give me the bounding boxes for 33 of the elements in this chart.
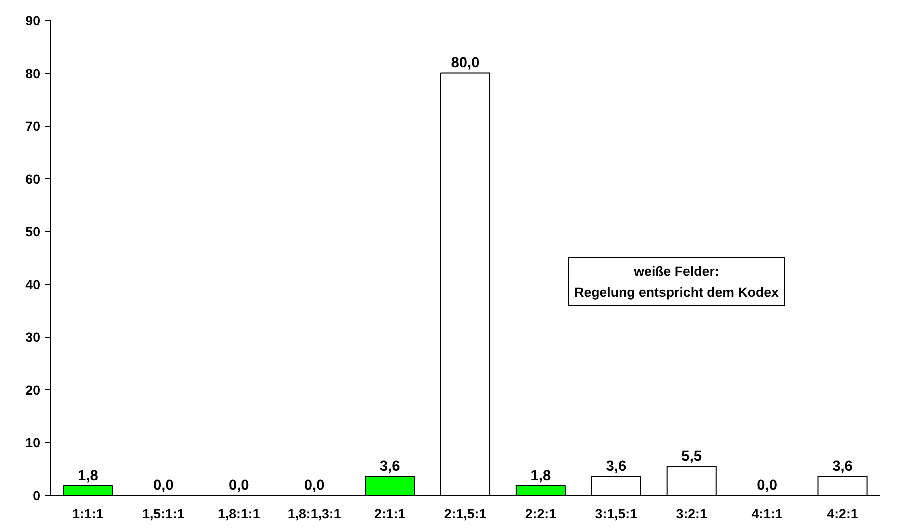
y-tick-label: 90 (26, 14, 41, 28)
data-label: 3,6 (606, 458, 627, 475)
data-label: 0,0 (757, 478, 778, 494)
x-tick-label: 3:2:1 (676, 506, 708, 522)
y-tick-label: 20 (26, 382, 41, 398)
data-label: 3,6 (380, 458, 400, 475)
y-tick-label: 60 (26, 172, 41, 187)
x-tick-label: 1,5:1:1 (142, 506, 186, 522)
y-tick-label: 30 (26, 330, 41, 346)
data-label: 1,8 (78, 468, 98, 484)
x-tick-label: 1:1:1 (72, 506, 104, 522)
y-tick-label: 50 (26, 224, 41, 240)
data-label: 0,0 (153, 478, 174, 494)
data-label: 80,0 (451, 56, 480, 72)
y-tick-label: 70 (26, 119, 41, 134)
data-label: 0,0 (304, 478, 325, 494)
y-tick-label: 80 (26, 66, 41, 82)
x-tick-label: 3:1,5:1 (595, 506, 638, 522)
x-tick-label: 2:2:1 (525, 506, 558, 522)
x-tick-label: 2:1,5:1 (444, 506, 488, 522)
data-label: 1,8 (530, 468, 552, 484)
x-tick-label: 4:2:1 (827, 506, 859, 522)
y-tick-label: 0 (33, 488, 41, 504)
data-label: 3,6 (832, 458, 853, 475)
x-tick-label: 4:1:1 (752, 506, 784, 522)
x-tick-label: 1,8:1,3:1 (288, 506, 342, 522)
x-tick-label: 2:1:1 (374, 506, 406, 522)
data-label: 0,0 (228, 478, 250, 494)
x-tick-label: 1,8:1:1 (218, 506, 261, 522)
y-tick-label: 40 (26, 277, 41, 292)
annotation: weiße Felder: Regelung entspricht dem Kodex (574, 264, 780, 300)
data-label: 5,5 (682, 448, 702, 465)
y-tick-label: 10 (26, 436, 41, 451)
